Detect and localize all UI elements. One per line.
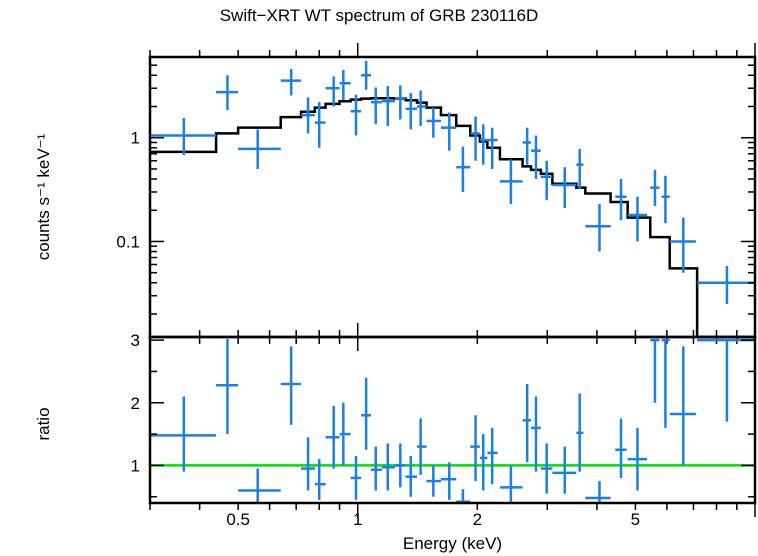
y-tick-label: 3: [131, 331, 140, 350]
x-tick-label: 1: [353, 510, 362, 529]
ratio-frame: [148, 335, 757, 505]
chart-title: Swift−XRT WT spectrum of GRB 230116D: [219, 6, 539, 25]
x-axis-label: Energy (keV): [402, 534, 503, 553]
ratio-panel: 1 2 3 0.5 1 2 5: [131, 323, 757, 529]
x-tick-label: 2: [473, 510, 482, 529]
y-tick-label: 2: [131, 394, 140, 413]
spectrum-panel: 0.11: [116, 43, 757, 351]
y-tick-label: 1: [131, 456, 140, 475]
model-curve: [150, 97, 755, 339]
x-tick-label: 5: [631, 510, 640, 529]
y-tick-label: 1: [131, 129, 140, 148]
y-tick-label: 0.1: [116, 232, 140, 251]
x-tick-label: 0.5: [226, 510, 250, 529]
